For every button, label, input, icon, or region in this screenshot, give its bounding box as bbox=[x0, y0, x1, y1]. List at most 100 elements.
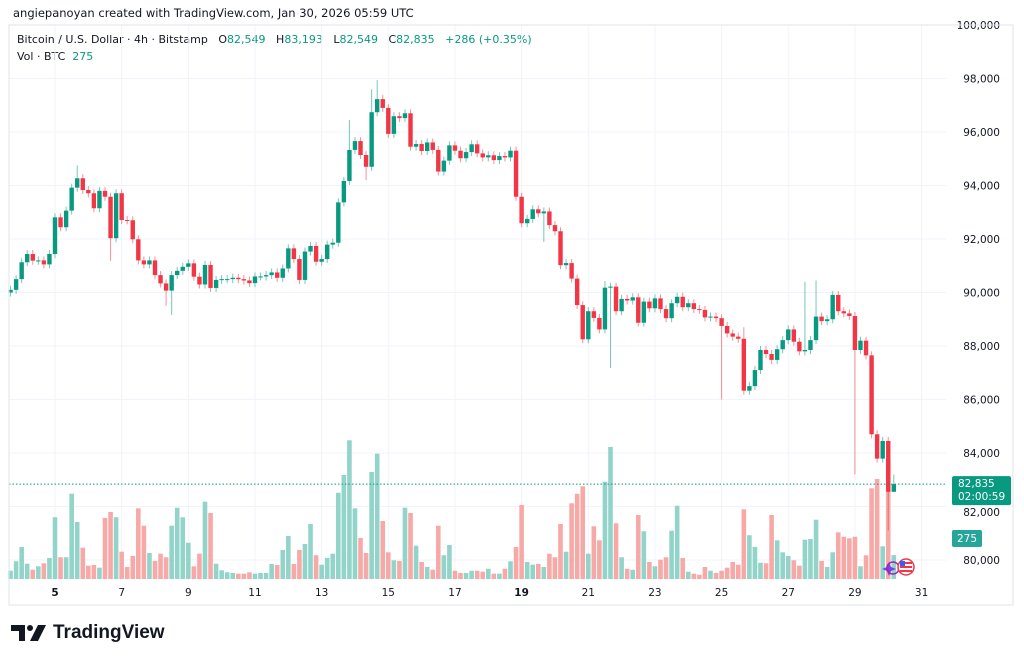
candle bbox=[263, 271, 269, 281]
candle bbox=[52, 213, 58, 258]
volume-bar bbox=[824, 567, 830, 579]
candle-body bbox=[602, 287, 608, 330]
candle bbox=[247, 276, 252, 288]
candle-body bbox=[25, 253, 30, 263]
volume-bar bbox=[463, 573, 469, 579]
volume-bar bbox=[602, 481, 608, 579]
candle-body bbox=[547, 211, 552, 226]
candle-body bbox=[452, 145, 458, 151]
candle bbox=[402, 109, 408, 123]
volume-bar bbox=[480, 571, 486, 579]
volume-bar bbox=[763, 563, 769, 579]
candle bbox=[530, 205, 535, 223]
candle-body bbox=[347, 149, 352, 181]
legend-close: 82,835 bbox=[396, 33, 435, 46]
candle bbox=[91, 189, 97, 213]
volume-bar bbox=[874, 479, 880, 579]
price-axis[interactable]: 80,000 82,000 84,000 86,000 88,000 90,000 92,0… bbox=[957, 20, 1000, 567]
candle-body bbox=[69, 187, 74, 211]
candle-body bbox=[791, 329, 797, 342]
candle-body bbox=[836, 294, 841, 312]
legend-volume-label[interactable]: Vol · BTC bbox=[17, 50, 66, 63]
volume-bar bbox=[269, 563, 274, 579]
volume-bar bbox=[113, 517, 119, 579]
volume-bar bbox=[541, 567, 547, 579]
candle bbox=[113, 189, 119, 243]
volume-bar bbox=[191, 566, 197, 579]
candle-body bbox=[852, 316, 858, 351]
candle-body bbox=[513, 150, 519, 197]
candle bbox=[713, 312, 719, 323]
volume-bar bbox=[702, 567, 708, 579]
candle-body bbox=[480, 153, 485, 158]
candle bbox=[369, 89, 374, 171]
volume-bar bbox=[363, 553, 369, 579]
candle bbox=[336, 198, 341, 247]
candle bbox=[219, 275, 224, 284]
candle bbox=[652, 294, 658, 313]
candle-body bbox=[886, 440, 891, 492]
legend-close-label: C bbox=[388, 33, 397, 46]
candle bbox=[436, 145, 441, 176]
volume-bar bbox=[547, 553, 552, 579]
legend-high-label: H bbox=[276, 33, 285, 46]
volume-bar bbox=[391, 560, 397, 579]
price-tick-label: 94,000 bbox=[963, 181, 1000, 193]
grid-lines bbox=[9, 24, 946, 580]
candle-body bbox=[663, 309, 669, 319]
candle bbox=[774, 345, 780, 364]
volume-bar bbox=[458, 573, 463, 579]
candle bbox=[769, 350, 774, 364]
candle-body bbox=[230, 277, 235, 280]
candle-body bbox=[8, 289, 13, 293]
candle bbox=[125, 215, 130, 225]
volume-bar bbox=[119, 551, 124, 579]
candle-body bbox=[447, 145, 452, 161]
candle bbox=[191, 259, 197, 281]
volume-bar bbox=[585, 553, 591, 579]
volume-bar bbox=[291, 563, 297, 579]
us-flag-icon[interactable] bbox=[897, 558, 915, 576]
candle bbox=[169, 271, 174, 315]
candle bbox=[824, 315, 830, 326]
candle-body bbox=[802, 350, 808, 352]
candle-body bbox=[730, 333, 735, 337]
legend-open: 82,549 bbox=[227, 33, 266, 46]
candle bbox=[752, 366, 758, 391]
candle-body bbox=[225, 279, 230, 281]
volume-bar bbox=[785, 555, 791, 579]
candle bbox=[302, 247, 308, 284]
legend-open-label: O bbox=[218, 33, 228, 46]
candle-body bbox=[436, 149, 441, 172]
candle bbox=[536, 205, 541, 218]
candle-body bbox=[630, 297, 635, 301]
time-tick-label: 29 bbox=[848, 587, 861, 599]
candle-body bbox=[674, 296, 680, 304]
volume-bar bbox=[535, 563, 541, 579]
volume-bar bbox=[530, 564, 536, 579]
time-tick-label: 9 bbox=[185, 587, 192, 599]
legend-low: 82,549 bbox=[339, 33, 378, 46]
time-axis[interactable]: 5 7 9 11 13 15 17 19 21 23 25 27 29 31 bbox=[51, 587, 928, 599]
tradingview-logo[interactable]: TradingView bbox=[11, 622, 165, 644]
candle-body bbox=[608, 286, 613, 288]
candle-body bbox=[202, 264, 208, 285]
candle-body bbox=[408, 113, 413, 147]
volume-bar bbox=[263, 573, 269, 579]
candle bbox=[119, 189, 124, 225]
candle-body bbox=[697, 309, 702, 311]
candle-body bbox=[219, 279, 224, 281]
time-tick-label: 15 bbox=[382, 587, 395, 599]
volume-bar bbox=[791, 560, 797, 579]
volume-bar bbox=[830, 552, 835, 579]
candle bbox=[352, 137, 358, 154]
candle bbox=[852, 312, 858, 475]
candle-body bbox=[586, 311, 591, 340]
legend-symbol[interactable]: Bitcoin / U.S. Dollar · 4h · Bitstamp bbox=[17, 33, 208, 46]
volume-bar bbox=[513, 547, 519, 579]
time-tick-label: 21 bbox=[582, 587, 595, 599]
volume-bar bbox=[658, 559, 663, 579]
volume-bar bbox=[352, 508, 358, 579]
price-tick-label: 88,000 bbox=[963, 341, 1000, 353]
